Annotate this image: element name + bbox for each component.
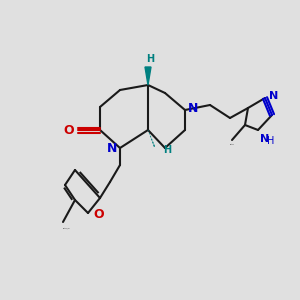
Text: N: N — [269, 91, 278, 101]
Text: H: H — [163, 145, 171, 155]
Text: methyl_fur: methyl_fur — [63, 227, 70, 229]
Text: N: N — [260, 134, 269, 144]
Text: N: N — [188, 101, 198, 115]
Text: O: O — [63, 124, 74, 136]
Text: O: O — [93, 208, 104, 221]
Text: H: H — [267, 136, 274, 146]
Polygon shape — [145, 67, 151, 85]
Text: N: N — [106, 142, 117, 154]
Text: H: H — [146, 54, 154, 64]
Text: methyl: methyl — [230, 144, 235, 145]
